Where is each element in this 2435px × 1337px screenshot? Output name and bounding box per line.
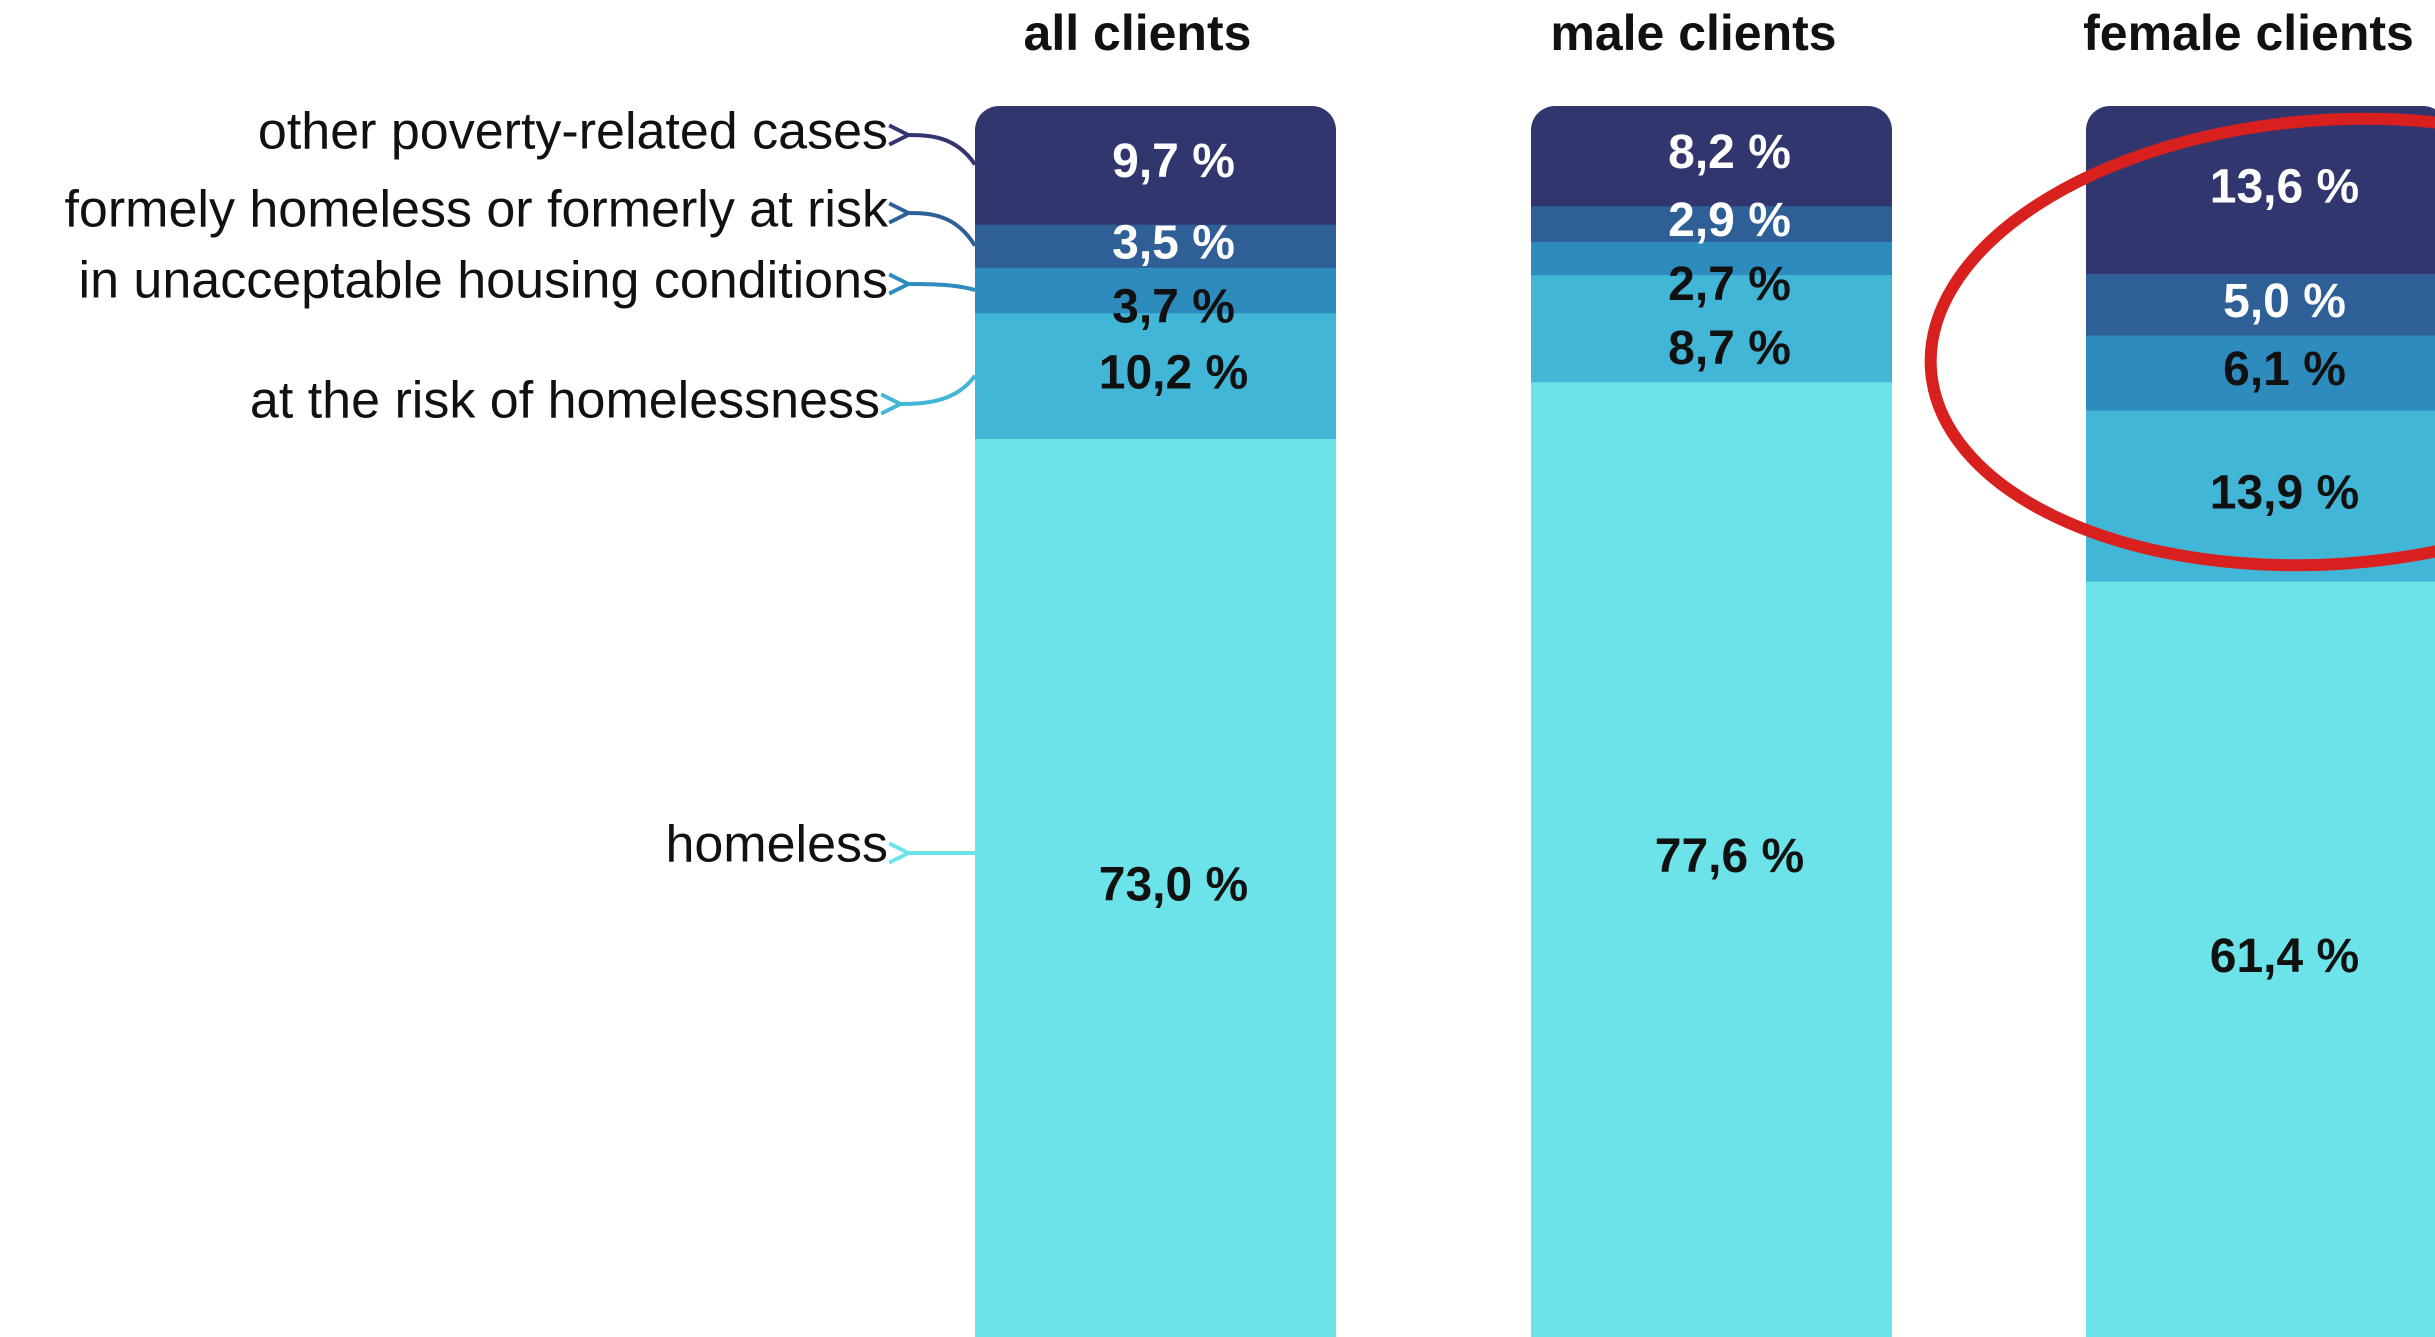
bar-segment [975, 438, 1336, 1337]
value-label: 73,0 % [1099, 858, 1248, 911]
bar-segment [975, 224, 1336, 268]
bar-segment [1531, 106, 1892, 207]
highlight-circle [1924, 112, 2435, 572]
bar-segment [2086, 106, 2435, 274]
stacked-bar [975, 106, 1336, 1337]
value-label: 5,0 % [2223, 275, 2346, 328]
legend-label: formely homeless or formerly at risk [64, 181, 889, 239]
bar-segment [2086, 273, 2435, 336]
bar-segment [1531, 241, 1892, 276]
bars [975, 106, 2435, 1337]
legend-arrow [906, 135, 977, 166]
bar-segment [1531, 381, 1892, 1337]
value-label: 10,2 % [1099, 346, 1248, 399]
value-label: 2,9 % [1668, 194, 1791, 247]
value-label: 3,5 % [1112, 216, 1235, 269]
legend-arrow [906, 284, 976, 290]
bar-title: all clients [1024, 5, 1252, 61]
legend-label: at the risk of homelessness [250, 372, 880, 430]
bar-segment [1531, 205, 1892, 242]
value-label: 8,2 % [1668, 126, 1791, 179]
value-label: 9,7 % [1112, 135, 1235, 188]
bar-segment [2086, 334, 2435, 411]
value-label: 8,7 % [1668, 322, 1791, 375]
bar-title: female clients [2083, 5, 2414, 61]
bar-segment [2086, 581, 2435, 1337]
value-label: 2,7 % [1668, 258, 1791, 311]
bar-segment [975, 312, 1336, 439]
legend-arrow [906, 213, 977, 247]
stacked-bar [2086, 106, 2435, 1337]
legend-label: in unacceptable housing conditions [79, 252, 888, 310]
labels: 9,7 % 3,5 % 3,7 % 10,2 % 73,0 % 8,2 % 2,9 % 2,7… [1099, 126, 2359, 983]
value-label: 3,7 % [1112, 280, 1235, 333]
stacked-bar [1531, 106, 1892, 1337]
value-label: 13,6 % [2210, 160, 2359, 213]
value-label: 61,4 % [2210, 930, 2359, 983]
bar-segment [1531, 274, 1892, 383]
value-label: 13,9 % [2210, 466, 2359, 519]
value-label: 6,1 % [2223, 343, 2346, 396]
legend-arrow [898, 374, 977, 404]
bar-segment [975, 267, 1336, 314]
bar-segment [975, 106, 1336, 225]
bar-title: male clients [1550, 5, 1836, 61]
value-label: 77,6 % [1655, 830, 1804, 883]
legend-label: other poverty-related cases [258, 103, 888, 161]
legend-label: homeless [665, 816, 888, 874]
